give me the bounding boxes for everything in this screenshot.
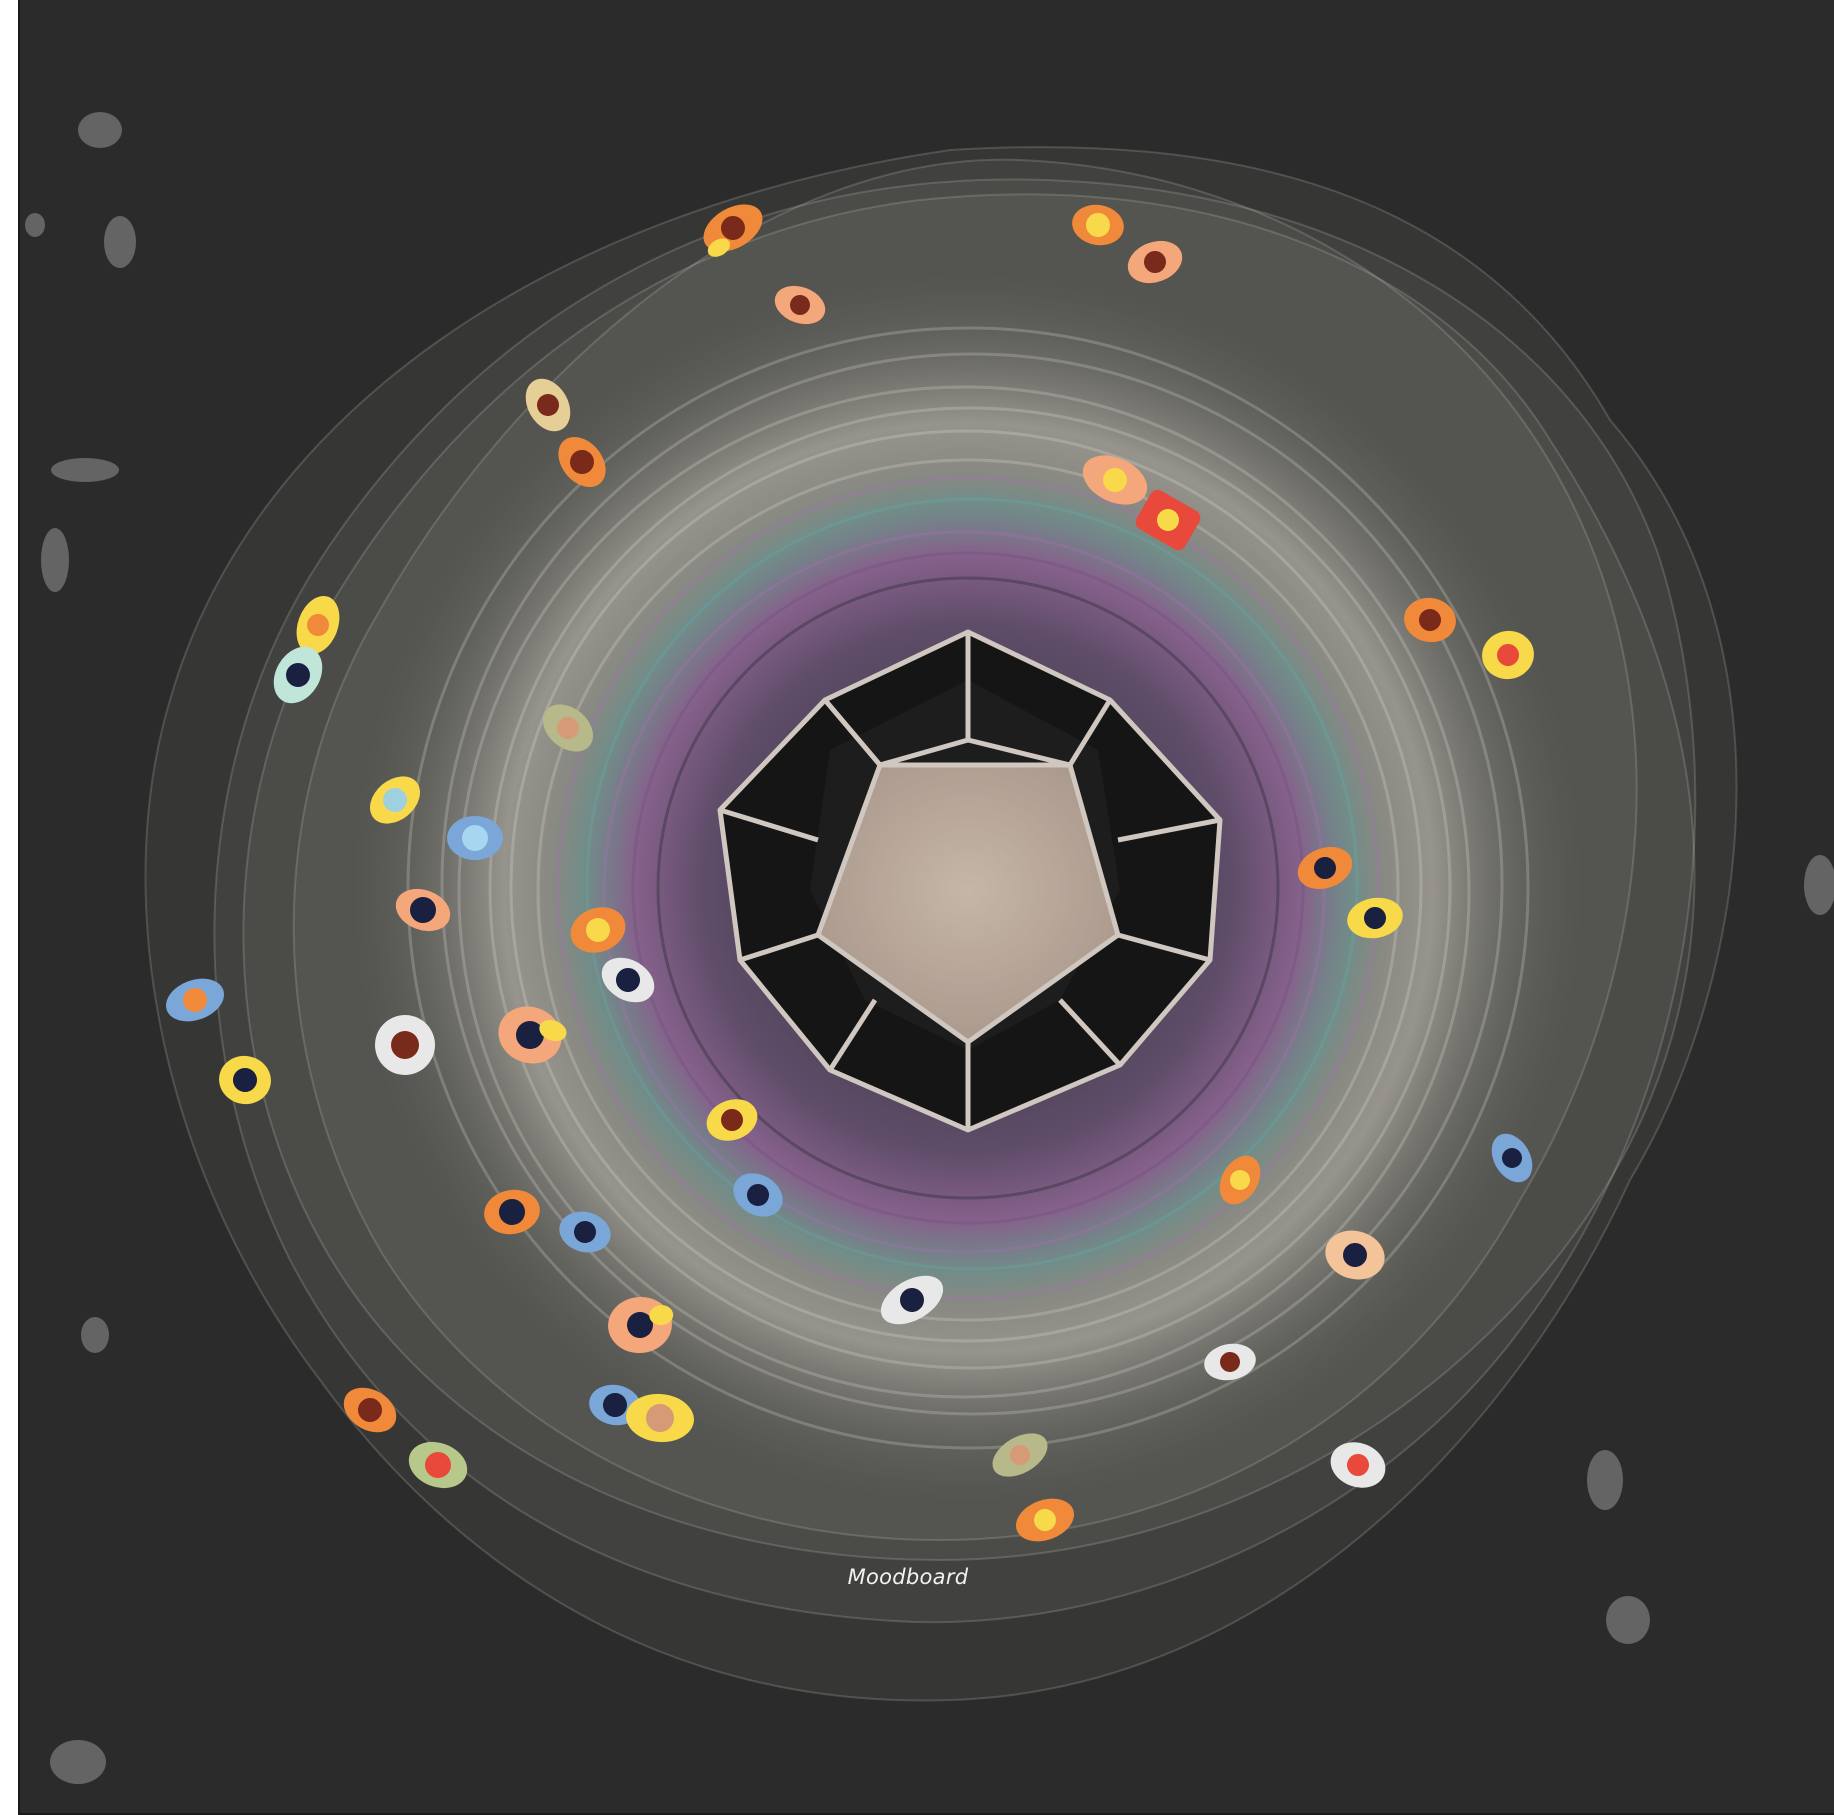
person-icon <box>1330 1442 1386 1488</box>
person-icon <box>296 595 340 655</box>
moodboard-caption: Moodboard <box>847 1565 969 1589</box>
people-figures <box>165 204 1534 1542</box>
person-icon <box>542 704 594 752</box>
movement-trace-rings <box>406 326 1530 1450</box>
person-icon <box>1127 240 1183 284</box>
person-icon <box>1135 489 1201 551</box>
movement-trace-inner-rings <box>556 476 1380 1300</box>
moodboard-canvas: Moodboard <box>18 0 1834 1815</box>
person-icon <box>992 1433 1048 1477</box>
person-icon <box>774 285 826 325</box>
person-icon <box>165 978 225 1022</box>
person-icon <box>558 436 606 488</box>
person-icon <box>601 957 655 1003</box>
person-icon <box>1219 1155 1261 1205</box>
person-icon <box>733 1173 783 1217</box>
person-icon <box>1204 1343 1256 1381</box>
person-icon <box>1297 846 1353 890</box>
person-icon <box>498 1006 567 1064</box>
person-icon <box>1072 204 1124 246</box>
person-icon <box>559 1211 611 1253</box>
person-icon <box>626 1393 694 1443</box>
person-icon <box>570 907 626 953</box>
person-icon <box>608 1296 674 1354</box>
dodecahedron-chamber <box>717 629 1223 1133</box>
faded-figures <box>25 112 1834 1784</box>
person-icon <box>1015 1498 1075 1542</box>
person-icon <box>1347 897 1403 939</box>
person-icon <box>1491 1133 1533 1183</box>
person-icon <box>484 1189 540 1235</box>
ritual-circle-illustration <box>25 112 1834 1784</box>
person-icon <box>395 888 451 932</box>
person-icon <box>1404 597 1456 643</box>
person-icon <box>1082 455 1148 505</box>
person-icon <box>880 1275 944 1325</box>
person-icon <box>1482 630 1534 680</box>
person-icon <box>1325 1230 1385 1280</box>
person-icon <box>447 816 503 860</box>
person-icon <box>408 1441 468 1489</box>
person-icon <box>343 1387 397 1433</box>
person-icon <box>273 646 323 704</box>
person-icon <box>525 378 571 432</box>
person-icon <box>369 776 421 824</box>
person-icon <box>219 1055 271 1105</box>
person-icon <box>706 1099 758 1141</box>
person-icon <box>703 204 763 257</box>
person-icon <box>375 1015 435 1075</box>
